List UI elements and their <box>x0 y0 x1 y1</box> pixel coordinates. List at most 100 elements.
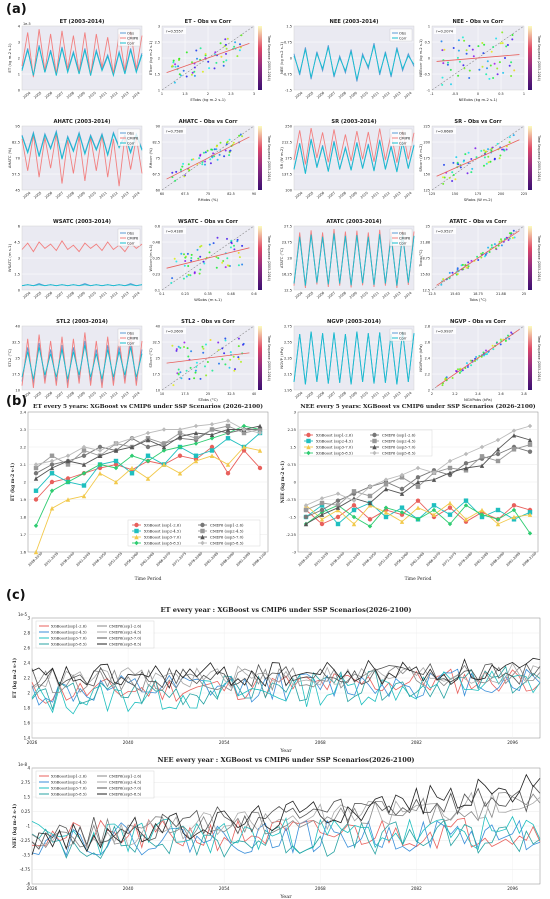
chart-title: ATATC (2003-2014) <box>326 219 381 225</box>
legend-label: XGBoost (ssp2-4.5) <box>316 439 353 444</box>
legend-label: XGBoost(ssp1-2.6) <box>51 774 87 779</box>
scatter-point <box>487 161 490 164</box>
legend-box <box>127 519 261 547</box>
y-tick-label: -2.25 <box>286 532 296 537</box>
y-tick-label: 212.5 <box>282 141 292 145</box>
scatter-point <box>500 244 503 247</box>
data-marker <box>225 418 231 423</box>
scatter-point <box>194 371 197 374</box>
data-marker <box>495 437 501 443</box>
scatter-point <box>480 256 483 259</box>
y-tick-label: 75 <box>156 157 160 161</box>
y-tick-label: 16.25 <box>282 273 292 277</box>
scatter-point <box>177 65 180 68</box>
panel-ahatc_ts: AHATC (2003-2014) AHATC (%) 45 57.5 70 82.5 95… <box>7 119 143 200</box>
data-marker <box>177 471 183 476</box>
scatter-point <box>454 178 457 181</box>
data-marker <box>335 505 341 510</box>
x-tick-label: 2009 <box>77 91 86 100</box>
scatter-point <box>236 240 239 243</box>
y-tick-label: -2.25 <box>20 838 31 843</box>
scatter-point <box>170 281 173 284</box>
legend-box <box>35 620 155 649</box>
scatter-point <box>481 42 484 44</box>
scatter-point <box>213 148 216 151</box>
colorbar-label: Time Sequence (2003–2014) <box>537 334 541 381</box>
data-marker <box>81 453 87 458</box>
legend-label: XGBoost(ssp1-2.6) <box>51 624 87 629</box>
scatter-point <box>193 74 196 77</box>
scatter-point <box>200 244 203 247</box>
r-label-box <box>164 228 186 234</box>
scatter-point <box>215 145 218 148</box>
y-tick-label: 4.5 <box>14 241 20 245</box>
data-marker <box>303 514 309 520</box>
scatter-point <box>240 34 243 37</box>
y-tick-label: 0.48 <box>152 241 160 245</box>
scatter-point <box>455 156 458 159</box>
colorbar-label: Time Sequence (2003–2014) <box>537 34 541 81</box>
data-marker <box>241 423 247 429</box>
scatter-point <box>452 47 455 49</box>
scatter-point <box>187 168 190 171</box>
scatter-point <box>225 59 228 62</box>
y-tick-label: 1 <box>428 25 430 29</box>
legend-label: CMIP6 <box>399 236 411 240</box>
data-marker <box>209 444 215 450</box>
data-marker <box>383 505 389 510</box>
y-tick-label: 2.8 <box>24 631 31 636</box>
scatter-point <box>230 239 233 242</box>
scatter-point <box>501 42 504 45</box>
data-marker <box>447 458 453 464</box>
data-marker <box>335 503 341 508</box>
x-tick-label: 2009 <box>77 391 86 400</box>
scatter-point <box>187 355 190 358</box>
data-marker <box>241 444 247 450</box>
scatter-point <box>234 368 236 371</box>
data-marker <box>113 448 119 453</box>
x-tick-label: 2005 <box>33 391 42 400</box>
scatter-point <box>477 259 480 261</box>
scatter-point <box>508 337 511 340</box>
data-marker <box>65 479 71 485</box>
data-marker <box>351 498 357 503</box>
scatter-point <box>182 277 185 280</box>
scatter-point <box>219 42 222 45</box>
scatter-point <box>465 266 468 269</box>
scatter-point <box>232 141 235 144</box>
x-tick-label: 2009 <box>77 291 86 300</box>
x-tick-label: 2012 <box>381 91 390 100</box>
x-tick-label: 2005 <box>305 391 314 400</box>
regression-line <box>166 136 250 180</box>
y-axis-label: STL2 (°C) <box>7 348 12 366</box>
scatter-point <box>505 148 508 151</box>
y-tick-label: 40 <box>15 325 20 329</box>
scatter-point <box>485 73 488 76</box>
y-tick-label: 57.5 <box>12 173 20 177</box>
x-tick-label: 2006 <box>44 91 53 100</box>
scatter-point <box>451 377 454 379</box>
r-label-box <box>434 128 456 134</box>
scatter-point <box>188 378 191 380</box>
legend-label: Corr <box>127 341 135 345</box>
y-tick-label: 18.75 <box>420 257 430 261</box>
scatter-point <box>241 263 244 266</box>
scatter-point <box>456 267 459 270</box>
x-tick-label: 2004 <box>294 91 303 100</box>
x-tick-label: 2010 <box>360 291 369 300</box>
data-marker <box>49 453 55 458</box>
chart-title: SR (2003-2014) <box>331 119 376 125</box>
chart-title: WSATC (2003-2014) <box>53 219 111 225</box>
axis-scale-note: 1e-8 <box>18 762 27 767</box>
data-marker <box>49 506 55 511</box>
y-tick-label: 2 <box>158 57 160 61</box>
x-tick-label: 2076-2080 <box>457 551 473 567</box>
scatter-point <box>457 74 460 77</box>
y-tick-label: 0.25 <box>21 809 30 814</box>
scatter-point <box>205 374 208 377</box>
scatter-point <box>237 264 240 267</box>
scatter-point <box>490 147 493 150</box>
scatter-point <box>241 244 244 247</box>
x-tick-label: 2041-2045 <box>345 551 361 567</box>
y-tick-label: 3 <box>18 41 20 45</box>
